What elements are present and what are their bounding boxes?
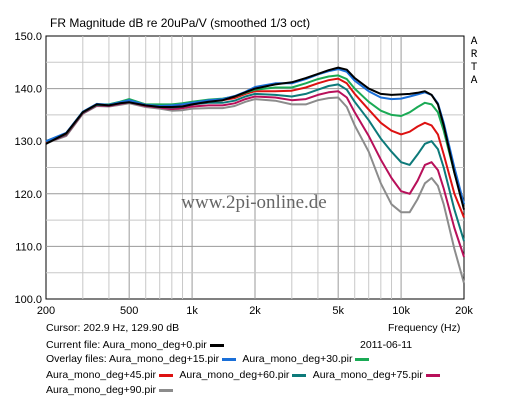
measurement-date: 2011-06-11 [360,339,413,351]
x-tick-label: 10k [392,305,410,317]
legend-swatch-deg15 [222,357,237,361]
x-tick-label: 1k [186,305,198,317]
x-tick-label: 20k [455,305,473,317]
side-letter: A [470,36,478,48]
side-letter: R [470,49,478,61]
legend-entry-deg30: Aura_mono_deg+30.pir [242,353,353,365]
y-tick-label: 130.0 [14,136,42,148]
legend-entry-deg15: Aura_mono_deg+15.pir [109,353,220,365]
series-layer [45,66,465,284]
watermark-text: www.2pi-online.de [181,192,326,213]
legend-swatch-deg60 [292,373,307,377]
legend-swatch-deg90 [159,388,174,392]
x-tick-label: 2k [249,305,261,317]
series-line-aura-mono-deg-0-pir [45,66,465,210]
y-tick-label: 150.0 [14,31,42,43]
legend-swatch-deg30 [355,357,370,361]
legend-swatch-deg75 [425,373,440,377]
overlay-row-1: Overlay files: Aura_mono_deg+15.pir Aura… [46,353,373,365]
legend-entry-deg60: Aura_mono_deg+60.pir [179,369,290,381]
legend-entry-deg45: Aura_mono_deg+45.pir [46,369,157,381]
x-tick-label: 500 [120,305,138,317]
legend-swatch-deg0 [209,343,224,347]
legend-entry-deg75: Aura_mono_deg+75.pir [312,369,423,381]
overlay-row-2: Aura_mono_deg+45.pir Aura_mono_deg+60.pi… [46,369,444,381]
side-letter: A [470,75,478,87]
current-file-label: Current file: Aura_mono_deg+0.pir [46,339,207,351]
current-file-row: Current file: Aura_mono_deg+0.pir [46,339,228,351]
y-tick-label: 120.0 [14,189,42,201]
overlay-row-3: Aura_mono_deg+90.pir [46,384,177,396]
y-tick-label: 140.0 [14,84,42,96]
y-tick-label: 110.0 [15,241,42,253]
side-letter: T [470,62,478,74]
overlay-prefix: Overlay files: [46,353,107,365]
legend-entry-deg90: Aura_mono_deg+90.pir [46,384,157,396]
cursor-readout: Cursor: 202.9 Hz, 129.90 dB [46,322,180,334]
series-line-aura-mono-deg-30-pir [45,74,465,205]
chart-title: FR Magnitude dB re 20uPa/V (smoothed 1/3… [50,16,310,30]
x-axis-label: Frequency (Hz) [388,322,461,334]
y-tick-label: 100.0 [14,294,42,306]
grid-layer [46,36,464,299]
x-tick-label: 200 [37,305,55,317]
legend-swatch-deg45 [159,373,174,377]
x-tick-label: 5k [332,305,344,317]
arta-side-label: A R T A [468,36,480,88]
